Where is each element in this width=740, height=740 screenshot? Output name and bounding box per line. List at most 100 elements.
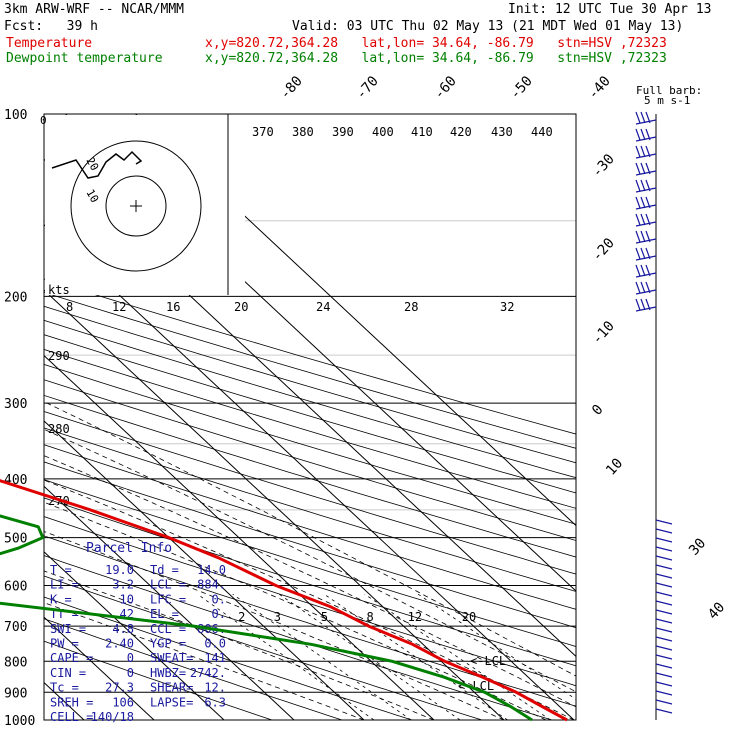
mixing-ratio-12 <box>364 593 551 720</box>
pressure-label-700: 700 <box>4 620 27 635</box>
wind-barb-shaft <box>635 238 657 244</box>
wind-barb-shaft <box>635 119 657 125</box>
lcl-label-1: <-LCL <box>458 679 494 693</box>
dry-adiabat-330 <box>44 479 576 647</box>
parcel-key1-4: SWI = <box>50 622 86 636</box>
wind-barb-flag <box>645 213 651 226</box>
wind-barb-flag <box>645 145 651 158</box>
dry-adiabat-320 <box>44 497 576 667</box>
mixing-ratio-3 <box>232 593 412 720</box>
init-time: Init: 12 UTC Tue 30 Apr 13 <box>508 2 712 17</box>
isotherm-label--80: -80 <box>277 73 306 103</box>
parcel-key1-7: CIN = <box>50 666 86 680</box>
wind-barb-flag <box>640 213 646 226</box>
wind-barb-low <box>655 618 673 624</box>
temperature-legend: Temperature <box>6 36 93 51</box>
parcel-val1-4: 4.8 <box>112 622 134 636</box>
wind-barb <box>635 230 657 244</box>
wind-barb-flag <box>645 111 651 124</box>
mixing-ratio-label-20: 20 <box>462 610 476 624</box>
theta-label-420: 420 <box>450 125 472 139</box>
dry-adiabat-410 <box>44 348 576 509</box>
parcel-info-title: Parcel Info <box>86 541 172 556</box>
parcel-val2-2: 0. <box>212 592 226 606</box>
wind-barb-flag <box>645 179 651 192</box>
parcel-key1-5: PW = <box>50 637 79 651</box>
mixing-ratio-label-3: 3 <box>274 610 281 624</box>
parcel-key2-0: Td = <box>150 563 179 577</box>
hodograph-trace <box>51 150 143 179</box>
hodograph-tick-32: 32 <box>500 300 514 314</box>
wind-barb-flag <box>640 264 646 277</box>
parcel-key2-5: YGP = <box>150 637 186 651</box>
wind-barb-flag <box>635 145 641 158</box>
mixing-ratio-label-12: 12 <box>408 610 422 624</box>
wind-barb-low <box>655 582 673 588</box>
wind-barb <box>635 196 657 210</box>
theta-label-430: 430 <box>491 125 513 139</box>
wind-barb-flag <box>640 298 646 311</box>
parcel-val1-1: 3.2 <box>112 578 134 592</box>
wind-barb-low <box>655 600 673 606</box>
moist-adiabat-24 <box>44 455 576 708</box>
parcel-key1-8: Tc = <box>50 681 79 695</box>
parcel-val1-10: 140/18 <box>91 710 134 724</box>
dry-adiabat-370 <box>44 411 576 575</box>
wind-barb-shaft <box>635 136 657 142</box>
hodograph-ring-label-20: 20 <box>83 155 101 173</box>
wind-barb-flag <box>645 128 651 141</box>
dry-adiabat-350 <box>44 444 576 610</box>
temperature-line <box>0 479 568 722</box>
wind-barb-flag <box>635 213 641 226</box>
hodograph-ring-label-10: 10 <box>83 187 101 205</box>
pressure-label-1000: 1000 <box>4 714 35 729</box>
wind-barb <box>635 111 657 125</box>
parcel-key2-2: LFC = <box>150 592 186 606</box>
wind-barb-flag <box>635 111 641 124</box>
isotherm-0 <box>44 354 435 720</box>
wind-barb-flag <box>640 111 646 124</box>
wind-barb-shaft <box>635 204 657 210</box>
isotherm-label--50: -50 <box>507 73 536 103</box>
dry-adiabat-450 <box>44 292 576 449</box>
pressure-label-100: 100 <box>4 108 27 123</box>
hodograph-tick-8: 8 <box>66 300 73 314</box>
dry-adiabat-250 <box>44 640 273 720</box>
parcel-val2-7: 2742. <box>190 666 226 680</box>
wind-barb-low <box>655 690 673 696</box>
parcel-info-panel: Parcel Info T = 19.0 Td = 14.0 LI = 3.2 LCL = 88… <box>50 541 226 724</box>
mixing-ratio-8 <box>323 593 508 720</box>
parcel-key1-6: CAPE = <box>50 651 93 665</box>
parcel-key1-0: T = <box>50 563 72 577</box>
pressure-label-800: 800 <box>4 655 27 670</box>
pressure-label-500: 500 <box>4 532 27 547</box>
wind-barb <box>635 247 657 261</box>
theta-label-left-290: 290 <box>48 349 70 363</box>
isotherm--10 <box>44 420 365 720</box>
parcel-val2-3: 0. <box>212 607 226 621</box>
pressure-label-600: 600 <box>4 580 27 595</box>
theta-label-440: 440 <box>531 125 553 139</box>
parcel-val1-0: 19.0 <box>105 563 134 577</box>
dry-adiabat-440 <box>44 305 576 464</box>
pressure-label-300: 300 <box>4 397 27 412</box>
isotherm--20 <box>44 485 295 720</box>
parcel-val2-8: 12. <box>204 681 226 695</box>
pressure-label-900: 900 <box>4 686 27 701</box>
wind-barb-low <box>655 663 673 669</box>
hodograph-tick-24: 24 <box>316 300 330 314</box>
wind-barb <box>635 128 657 142</box>
parcel-key1-1: LI = <box>50 578 79 592</box>
wind-barb-low <box>655 699 673 705</box>
pressure-label-200: 200 <box>4 290 27 305</box>
wind-barb-shaft <box>635 255 657 261</box>
parcel-val2-9: 6.3 <box>204 695 226 709</box>
wind-barb-flag <box>635 247 641 260</box>
isotherm-20 <box>44 223 575 720</box>
wind-barb-flag <box>640 281 646 294</box>
valid-time: Valid: 03 UTC Thu 02 May 13 (21 MDT Wed … <box>292 19 684 34</box>
wind-barb-low <box>655 546 673 552</box>
wind-barb-flag <box>640 196 646 209</box>
wind-barb-flag <box>645 298 651 311</box>
